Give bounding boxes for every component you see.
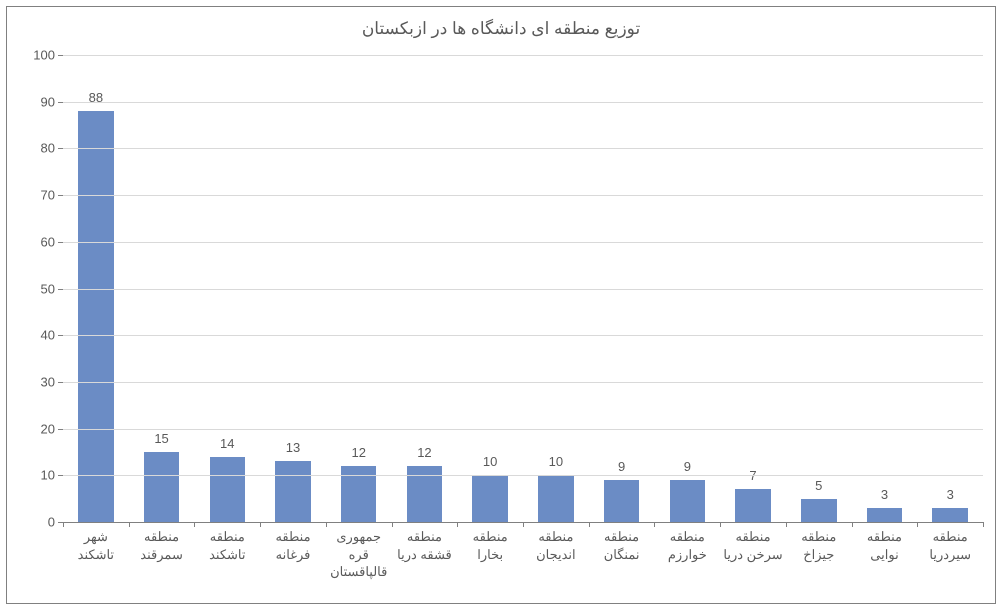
x-axis-label: شهر تاشکند (63, 528, 129, 581)
x-tick-mark (260, 522, 261, 527)
y-tick-label: 100 (33, 48, 63, 63)
y-tick-label: 80 (41, 141, 63, 156)
y-tick-label: 10 (41, 468, 63, 483)
x-tick-mark (326, 522, 327, 527)
chart-title: توزیع منطقه ای دانشگاه ها در ازبکستان (7, 19, 995, 39)
bar: 9 (670, 480, 705, 522)
gridline (63, 429, 983, 430)
data-label: 5 (815, 478, 822, 499)
x-tick-mark (457, 522, 458, 527)
y-tick-label: 90 (41, 94, 63, 109)
bar: 3 (867, 508, 902, 522)
data-label: 12 (417, 445, 431, 466)
bar: 3 (932, 508, 967, 522)
data-label: 7 (749, 468, 756, 489)
x-axis-label: منطقه اندیجان (523, 528, 589, 581)
bar: 15 (144, 452, 179, 522)
gridline (63, 195, 983, 196)
gridline (63, 148, 983, 149)
x-tick-mark (129, 522, 130, 527)
bar: 10 (472, 475, 507, 522)
bar: 9 (604, 480, 639, 522)
x-axis-label: جمهوری قره قالپاقستان (326, 528, 392, 581)
data-label: 10 (483, 454, 497, 475)
x-axis-label: منطقه بخارا (457, 528, 523, 581)
bar: 10 (538, 475, 573, 522)
y-tick-label: 70 (41, 188, 63, 203)
y-tick-label: 50 (41, 281, 63, 296)
data-label: 3 (881, 487, 888, 508)
data-label: 9 (618, 459, 625, 480)
x-axis-label: منطقه فرغانه (260, 528, 326, 581)
x-axis-label: منطقه سیردریا (917, 528, 983, 581)
x-tick-mark (852, 522, 853, 527)
y-tick-label: 20 (41, 421, 63, 436)
x-axis-label: منطقه نمنگان (589, 528, 655, 581)
x-tick-mark (589, 522, 590, 527)
x-tick-mark (786, 522, 787, 527)
x-tick-mark (63, 522, 64, 527)
data-label: 12 (351, 445, 365, 466)
x-tick-mark (392, 522, 393, 527)
bar: 13 (275, 461, 310, 522)
gridline (63, 335, 983, 336)
x-axis-label: منطقه سمرقند (129, 528, 195, 581)
x-tick-mark (194, 522, 195, 527)
x-tick-mark (983, 522, 984, 527)
x-tick-mark (917, 522, 918, 527)
plot-area: 8815141312121010997533 01020304050607080… (63, 55, 983, 523)
x-axis-label: منطقه سرخن دریا (720, 528, 786, 581)
gridline (63, 475, 983, 476)
x-tick-layer (63, 522, 983, 527)
x-tick-mark (523, 522, 524, 527)
data-label: 3 (947, 487, 954, 508)
y-tick-label: 30 (41, 374, 63, 389)
y-tick-label: 40 (41, 328, 63, 343)
y-tick-label: 0 (48, 515, 63, 530)
x-tick-mark (654, 522, 655, 527)
bar: 14 (210, 457, 245, 522)
x-labels-row: شهر تاشکندمنطقه سمرقندمنطقه تاشکندمنطقه … (63, 528, 983, 581)
data-label: 14 (220, 436, 234, 457)
x-axis-label: منطقه خوارزم (654, 528, 720, 581)
gridline (63, 289, 983, 290)
bar: 88 (78, 111, 113, 522)
chart-frame: توزیع منطقه ای دانشگاه ها در ازبکستان 88… (6, 6, 996, 604)
gridline (63, 55, 983, 56)
data-label: 9 (684, 459, 691, 480)
x-axis-label: منطقه جیزاخ (786, 528, 852, 581)
x-axis-label: منطقه نوایی (852, 528, 918, 581)
y-tick-label: 60 (41, 234, 63, 249)
data-label: 15 (154, 431, 168, 452)
bar: 7 (735, 489, 770, 522)
gridline (63, 382, 983, 383)
data-label: 88 (89, 90, 103, 111)
data-label: 13 (286, 440, 300, 461)
bar: 5 (801, 499, 836, 522)
x-axis-label: منطقه تاشکند (194, 528, 260, 581)
x-tick-mark (720, 522, 721, 527)
data-label: 10 (549, 454, 563, 475)
gridline (63, 102, 983, 103)
x-axis-label: منطقه قشقه دریا (392, 528, 458, 581)
gridline (63, 242, 983, 243)
